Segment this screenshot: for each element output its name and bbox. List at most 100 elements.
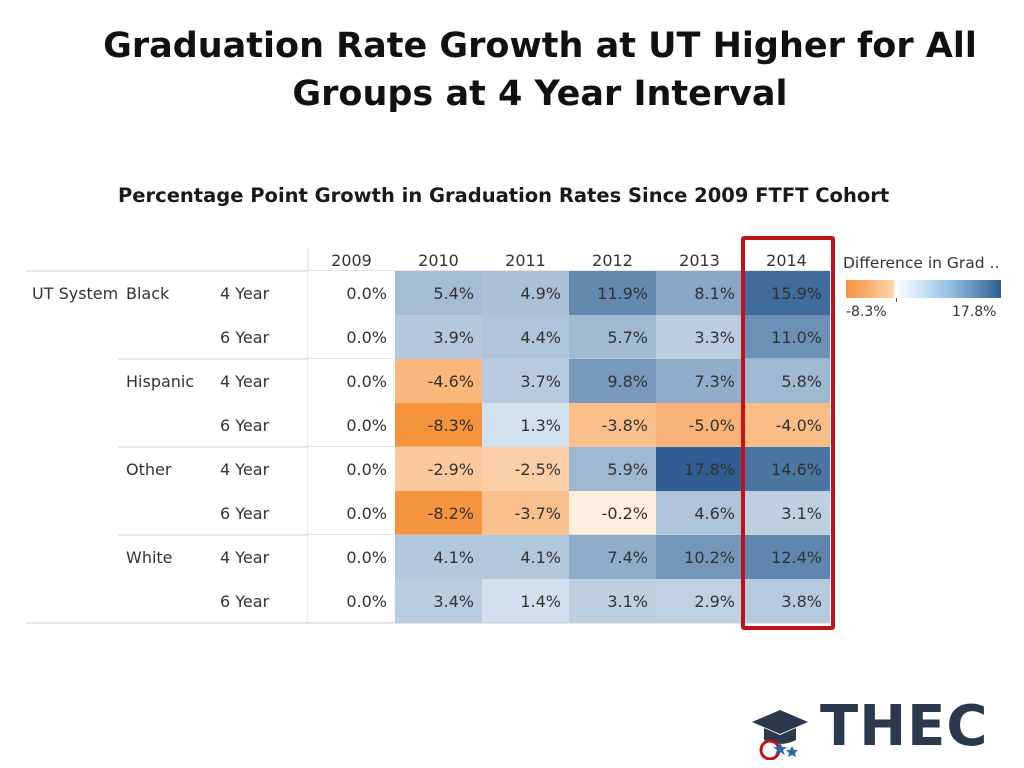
cell-value: 17.8% <box>684 460 735 479</box>
heatmap-cell <box>395 447 482 491</box>
heatmap-cell <box>656 403 743 447</box>
cell-value: 11.9% <box>597 284 648 303</box>
column-header-2009: 2009 <box>331 251 372 270</box>
thec-logo <box>752 710 808 760</box>
heatmap-cell <box>482 447 569 491</box>
cell-value: 15.9% <box>771 284 822 303</box>
heatmap-cell <box>656 447 743 491</box>
interval-label: 6 Year <box>220 328 270 347</box>
heatmap-cell <box>743 271 830 315</box>
cell-value: -2.9% <box>428 460 474 479</box>
cell-value: 4.1% <box>520 548 561 567</box>
heatmap-cell <box>656 271 743 315</box>
column-header-2011: 2011 <box>505 251 546 270</box>
heatmap-cell <box>395 403 482 447</box>
column-header-2014: 2014 <box>766 251 807 270</box>
group-label-hispanic: Hispanic <box>126 372 194 391</box>
heatmap-cell <box>308 535 395 579</box>
heatmap-cell <box>656 359 743 403</box>
cell-value: 4.6% <box>694 504 735 523</box>
cell-value: -8.2% <box>428 504 474 523</box>
cell-value: 1.4% <box>520 592 561 611</box>
heatmap-cell <box>308 359 395 403</box>
cell-value: 9.8% <box>607 372 648 391</box>
cell-value: 5.9% <box>607 460 648 479</box>
heatmap-cell <box>395 359 482 403</box>
legend-title[interactable]: Difference in Grad .. <box>843 254 1000 272</box>
heatmap-cell <box>395 315 482 359</box>
heatmap-cell <box>656 579 743 623</box>
heatmap-cell <box>656 535 743 579</box>
cell-value: 0.0% <box>346 460 387 479</box>
heatmap-cell <box>743 315 830 359</box>
heatmap-cell <box>743 579 830 623</box>
cell-value: 5.8% <box>781 372 822 391</box>
cell-value: 12.4% <box>771 548 822 567</box>
heatmap-cell <box>308 271 395 315</box>
heatmap-cell <box>395 491 482 535</box>
heatmap-cell <box>482 271 569 315</box>
cell-value: -3.7% <box>515 504 561 523</box>
cell-value: 5.7% <box>607 328 648 347</box>
heatmap-cell <box>569 315 656 359</box>
group-label-other: Other <box>126 460 172 479</box>
cell-value: -4.6% <box>428 372 474 391</box>
cell-value: 3.7% <box>520 372 561 391</box>
heatmap-cell <box>569 271 656 315</box>
heatmap-cell <box>395 579 482 623</box>
heatmap-cell <box>743 535 830 579</box>
cell-value: 8.1% <box>694 284 735 303</box>
cell-value: 0.0% <box>346 548 387 567</box>
column-header-2010: 2010 <box>418 251 459 270</box>
interval-label: 4 Year <box>220 284 270 303</box>
cell-value: 3.8% <box>781 592 822 611</box>
cell-value: 4.9% <box>520 284 561 303</box>
legend-zero-tick <box>896 298 897 302</box>
cell-value: 3.1% <box>607 592 648 611</box>
cell-value: 2.9% <box>694 592 735 611</box>
cell-value: 11.0% <box>771 328 822 347</box>
cell-value: 7.4% <box>607 548 648 567</box>
heatmap-cell <box>482 535 569 579</box>
highlight-2014-box <box>741 236 835 630</box>
heatmap-cell <box>482 359 569 403</box>
legend-min-label: -8.3% <box>846 304 887 320</box>
cell-value: 3.3% <box>694 328 735 347</box>
heatmap-cell <box>743 403 830 447</box>
column-header-2012: 2012 <box>592 251 633 270</box>
heatmap-cell <box>308 447 395 491</box>
legend-max-label: 17.8% <box>952 304 997 320</box>
heatmap-cell <box>569 403 656 447</box>
interval-label: 6 Year <box>220 504 270 523</box>
graduation-cap-icon <box>752 710 808 760</box>
page-title: Graduation Rate Growth at UT Higher for … <box>60 22 1020 118</box>
heatmap-cell <box>482 403 569 447</box>
heatmap-cell <box>569 447 656 491</box>
cell-value: 0.0% <box>346 372 387 391</box>
interval-label: 4 Year <box>220 372 270 391</box>
heatmap-cell <box>569 359 656 403</box>
heatmap-cell <box>656 491 743 535</box>
heatmap-cell <box>308 579 395 623</box>
cell-value: 0.0% <box>346 504 387 523</box>
group-label-white: White <box>126 548 173 567</box>
heatmap-cell <box>308 403 395 447</box>
system-label: UT System <box>32 284 118 303</box>
heatmap-cell <box>308 491 395 535</box>
heatmap-cell <box>569 535 656 579</box>
cell-value: 3.9% <box>433 328 474 347</box>
cell-value: 4.4% <box>520 328 561 347</box>
heatmap-cell <box>743 359 830 403</box>
column-header-2013: 2013 <box>679 251 720 270</box>
cell-value: -2.5% <box>515 460 561 479</box>
heatmap-cell <box>482 491 569 535</box>
heatmap-cell <box>743 491 830 535</box>
heatmap-cell <box>482 315 569 359</box>
chart-subtitle: Percentage Point Growth in Graduation Ra… <box>118 184 890 207</box>
heatmap-cell <box>569 491 656 535</box>
interval-label: 4 Year <box>220 548 270 567</box>
cell-value: 0.0% <box>346 592 387 611</box>
heatmap-cell <box>395 271 482 315</box>
heatmap-cell <box>569 579 656 623</box>
